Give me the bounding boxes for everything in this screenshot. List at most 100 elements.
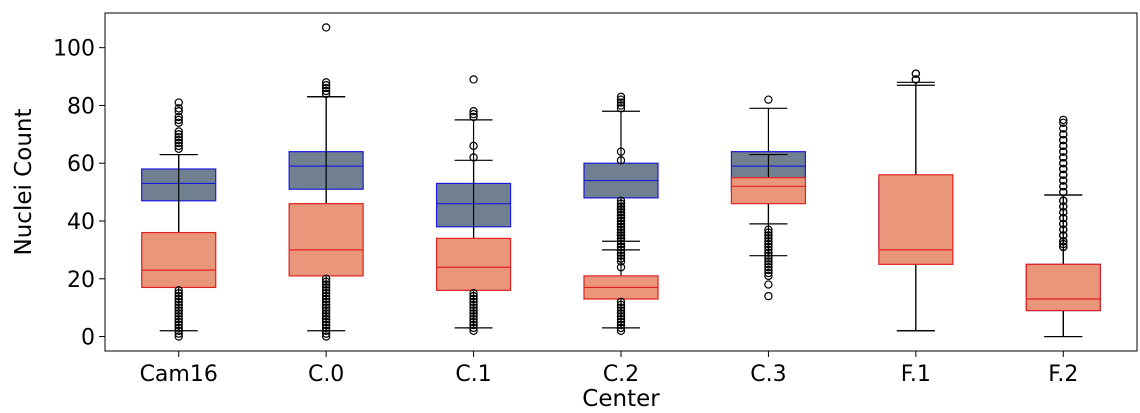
outlier-point	[469, 109, 478, 119]
outlier-point	[321, 83, 331, 93]
outlier-point	[616, 98, 626, 107]
outlier-point	[321, 23, 331, 32]
outlier-point	[616, 213, 626, 223]
outlier-point	[321, 297, 331, 307]
x-tick-label: Cam16	[140, 362, 218, 387]
outlier-point	[469, 306, 478, 315]
outlier-point	[321, 277, 331, 286]
outlier-point	[616, 323, 626, 333]
outlier-point	[1059, 130, 1068, 139]
x-tick-label: F.1	[901, 362, 931, 387]
outlier-point	[764, 263, 773, 272]
outlier-point	[616, 216, 626, 226]
outlier-point	[764, 260, 773, 269]
outlier-point	[616, 326, 626, 335]
outlier-point	[1059, 135, 1068, 145]
outlier-point	[174, 286, 183, 295]
box-group	[288, 96, 364, 341]
outlier-point	[469, 312, 478, 321]
outlier-point	[469, 320, 478, 330]
outlier-point	[174, 138, 183, 148]
box-group	[435, 141, 512, 335]
outlier-point	[174, 326, 183, 335]
outlier-point	[174, 112, 183, 122]
outlier-point	[616, 297, 626, 307]
outlier-point	[1059, 196, 1068, 205]
outlier-point	[321, 323, 331, 333]
outlier-point	[616, 222, 626, 231]
outlier-point	[616, 196, 626, 205]
y-axis-ticks: 0 20 40 60 80 100	[53, 37, 105, 351]
outlier-point	[616, 219, 626, 229]
outlier-point	[174, 118, 183, 127]
x-tick-label: C.1	[455, 362, 491, 387]
box-series	[141, 69, 1101, 341]
outlier-point	[321, 300, 331, 309]
outlier-point	[469, 300, 478, 309]
outlier-point	[321, 303, 331, 312]
outlier-point	[616, 202, 626, 211]
outlier-point	[174, 133, 183, 142]
box-group	[141, 153, 217, 341]
outlier-point	[469, 326, 478, 335]
outlier-point	[616, 95, 626, 104]
outlier-point	[616, 234, 626, 243]
box-iqr	[878, 174, 954, 265]
outlier-point	[1059, 141, 1068, 151]
outlier-point	[764, 291, 773, 301]
outlier-point	[321, 286, 331, 295]
outlier-point	[616, 92, 626, 101]
box-group	[1025, 130, 1101, 338]
outlier-point	[616, 231, 626, 240]
outlier-point	[321, 315, 331, 324]
outlier-point	[469, 289, 478, 298]
outlier-point	[616, 147, 626, 156]
outlier-point	[321, 78, 331, 87]
box-iqr	[435, 237, 512, 291]
outlier-point	[1059, 170, 1068, 179]
outlier-point	[1059, 176, 1068, 185]
outlier-point	[469, 309, 478, 318]
outlier-point	[1059, 147, 1068, 156]
outlier-point	[321, 81, 331, 90]
outlier-point	[616, 104, 626, 113]
outlier-point	[174, 294, 183, 304]
outlier-point	[616, 199, 626, 208]
outlier-point	[321, 332, 331, 341]
outlier-point	[174, 297, 183, 307]
box-group	[730, 153, 807, 257]
outlier-point	[469, 315, 478, 324]
outlier-point	[1059, 124, 1068, 133]
outlier-point	[911, 75, 921, 84]
outlier-point	[321, 320, 331, 330]
outlier-point	[174, 115, 183, 125]
outlier-point	[469, 75, 478, 84]
outlier-point	[174, 332, 183, 341]
box-iqr	[1025, 263, 1101, 312]
outlier-point	[321, 274, 331, 283]
outlier-point	[1059, 118, 1068, 127]
outlier-point	[321, 289, 331, 298]
y-tick-label: 100	[53, 37, 95, 62]
outlier-point	[174, 315, 183, 324]
outlier-point	[469, 303, 478, 312]
outlier-point	[616, 315, 626, 324]
outlier-point	[1059, 231, 1068, 240]
outlier-point	[1059, 242, 1068, 252]
y-axis-label: Nuclei Count	[11, 109, 37, 256]
outlier-point	[616, 309, 626, 318]
outlier-point	[321, 309, 331, 318]
outlier-point	[1059, 182, 1068, 191]
outlier-point	[174, 144, 183, 153]
outlier-point	[469, 323, 478, 333]
outlier-point	[469, 291, 478, 301]
outlier-point	[174, 98, 183, 107]
outlier-point	[616, 312, 626, 321]
outlier-point	[616, 303, 626, 312]
y-tick-label: 20	[67, 268, 95, 293]
outlier-point	[469, 141, 478, 151]
outlier-point	[1059, 213, 1068, 223]
x-axis-ticks: Cam16 C.0 C.1 C.2 C.3 F.1 F.2	[140, 351, 1078, 387]
outlier-point	[174, 289, 183, 298]
box-series-layer	[141, 23, 1101, 341]
